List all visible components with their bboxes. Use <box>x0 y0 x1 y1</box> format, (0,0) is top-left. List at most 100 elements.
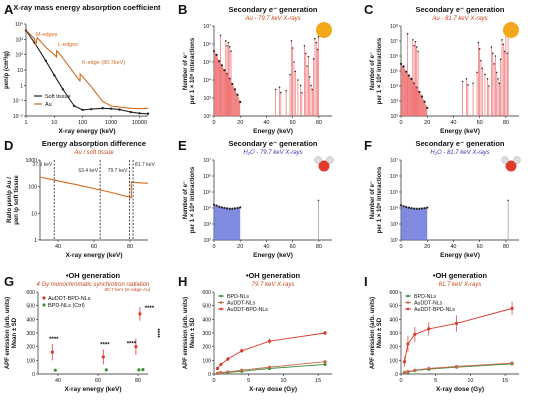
x-tick-label: 0 <box>212 244 215 250</box>
spectrum-point <box>220 206 223 209</box>
energy-marker-label: 37.9 keV <box>32 162 52 168</box>
spectrum-point <box>426 106 429 109</box>
y-tick-label: 10⁶ <box>203 174 211 180</box>
x-axis-label: Energy (keV) <box>440 252 480 259</box>
y-tick-label: 1 <box>20 83 23 89</box>
data-point <box>137 368 141 372</box>
y-axis-label-2: Mean ± SD <box>12 317 18 348</box>
chart-title: Secondary e⁻ generation <box>229 139 318 148</box>
gold-nanoparticle-icon <box>503 22 519 38</box>
hydrogen-atom <box>326 156 334 164</box>
spectrum-point <box>223 69 226 72</box>
legend-marker <box>219 301 223 304</box>
spectrum-point <box>239 206 242 209</box>
panel-letter: A <box>4 2 14 17</box>
data-point <box>129 110 133 114</box>
y-tick-label: 10² <box>391 114 399 120</box>
chart-title: Secondary e⁻ generation <box>416 5 505 14</box>
series-line-au <box>25 29 149 110</box>
spectrum-line-tip <box>312 58 315 60</box>
y-tick-label: 100 <box>28 185 37 191</box>
data-point <box>402 360 407 364</box>
y-tick-label: 200 <box>26 345 35 351</box>
axes-A: 1 10 100 1000 10000 10⁻² 10⁻¹ 1 10 10² 10³ 10⁴ X-ray… <box>3 22 148 135</box>
spectrum-line-tip <box>461 80 464 83</box>
spectrum-area <box>401 205 428 240</box>
chart-subtitle: 4 Gy monochromatic synchrotron radiation <box>36 282 150 288</box>
y-tick-label: 300 <box>202 331 211 337</box>
x-tick-label: 20 <box>237 244 243 250</box>
y-tick-label: 0 <box>208 372 211 378</box>
data-point <box>50 350 54 354</box>
y-tick-label: 1 <box>34 238 37 244</box>
y-tick-label: 10⁴ <box>15 22 23 28</box>
spectrum-line-tip <box>280 91 282 94</box>
x-axis-label: X-ray dose (Gy) <box>436 386 484 393</box>
y-tick-label: 10⁴ <box>390 206 398 212</box>
y-axis-label: Number of e⁻ <box>370 52 376 90</box>
spectrum-line-tip <box>414 40 417 43</box>
energy-marker-label: 79.7 keV <box>108 168 128 174</box>
data-point <box>240 349 244 353</box>
chart-subtitle: 81.7 keV X-rays <box>439 282 482 288</box>
spectrum-line-tip <box>503 50 506 53</box>
chart-title: •OH generation <box>246 271 301 280</box>
spectrum-point <box>420 95 424 98</box>
annotation: M-edges <box>36 32 58 38</box>
x-tick-label: 80 <box>316 120 322 126</box>
spectrum-point <box>405 70 408 73</box>
y-tick-label: 10⁵ <box>390 69 398 75</box>
y-tick-label: 500 <box>389 304 398 310</box>
y-tick-label: 500 <box>26 304 35 310</box>
spectrum-line-tip <box>294 70 297 73</box>
legend-label: BPD-NLs <box>414 294 436 300</box>
y-tick-label: 300 <box>389 331 398 337</box>
panel-letter: I <box>364 274 368 289</box>
data-point <box>427 327 431 331</box>
spectrum-line-tip <box>306 65 308 67</box>
y-axis-label-2: per 1 × 10⁸ interactions <box>190 37 196 104</box>
spectrum-line-tip <box>506 52 509 55</box>
data-point <box>146 112 150 115</box>
x-tick-label: 40 <box>55 378 61 384</box>
spectrum-line-tip <box>493 63 495 65</box>
spectrum-point <box>218 60 221 63</box>
data-point <box>141 368 145 372</box>
data-point <box>72 104 76 108</box>
data-point <box>267 339 272 343</box>
y-tick-label: 10² <box>204 238 212 244</box>
x-tick-label: 1 <box>24 120 27 126</box>
y-tick-label: 10³ <box>204 96 212 102</box>
data-point <box>53 74 56 77</box>
spectrum-point <box>236 93 239 96</box>
chart-subtitle: Au - 79.7 keV X-rays <box>244 16 300 22</box>
data-point <box>61 88 65 91</box>
y-tick-label: 10⁴ <box>203 206 211 212</box>
spectrum-line-tip <box>293 61 295 63</box>
x-axis-label: X-ray dose (Gy) <box>249 386 297 393</box>
y-tick-label: 400 <box>389 317 398 323</box>
data-point <box>118 108 121 111</box>
y-tick-label: 10⁵ <box>203 190 211 196</box>
spectrum-point <box>215 204 218 207</box>
spectrum-line-tip <box>304 52 307 55</box>
spectrum-point <box>220 64 223 67</box>
x-tick-label: 20 <box>237 120 243 126</box>
significance-mark: **** <box>153 328 159 338</box>
spectrum-point <box>233 88 237 91</box>
y-tick-label: 0 <box>395 372 398 378</box>
panel-letter: G <box>4 274 14 289</box>
data-point <box>240 368 244 372</box>
x-tick-label: 100 <box>78 120 87 126</box>
y-tick-label: 10² <box>204 114 212 120</box>
data-point <box>90 107 93 111</box>
spectrum-line-tip <box>465 78 468 80</box>
y-axis-label-2: Mean ± SD <box>190 317 196 348</box>
y-tick-label: 10⁷ <box>390 39 398 45</box>
data-point <box>215 371 220 375</box>
spectrum-point <box>231 207 234 210</box>
y-tick-label: 10⁶ <box>390 174 398 180</box>
data-point <box>226 357 230 361</box>
axes-F: 0 20 40 60 80 10² 10³ 10⁴ 10⁵ 10⁶ 10⁷ Energy (keV) N… <box>370 158 519 259</box>
y-tick-label: 100 <box>26 358 35 364</box>
